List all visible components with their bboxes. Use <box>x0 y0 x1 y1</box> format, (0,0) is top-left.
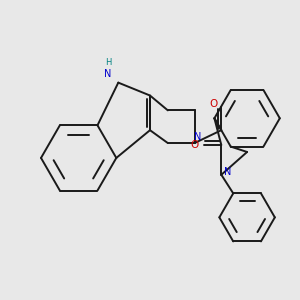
Text: N: N <box>224 167 231 177</box>
Text: O: O <box>190 140 198 150</box>
Text: N: N <box>194 132 201 142</box>
Text: N: N <box>104 69 112 79</box>
Text: H: H <box>105 58 111 67</box>
Text: O: O <box>209 99 217 110</box>
